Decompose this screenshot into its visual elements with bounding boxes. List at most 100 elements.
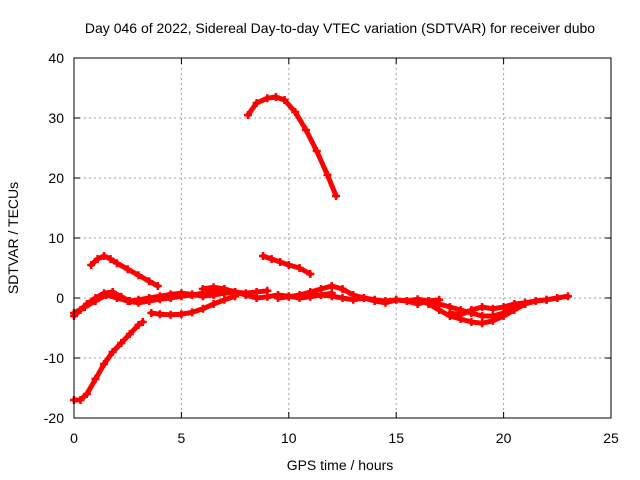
x-axis-label: GPS time / hours — [287, 457, 394, 473]
data-point — [312, 147, 321, 155]
series-arc-mid-lower-right — [445, 294, 562, 319]
data-point — [499, 312, 508, 320]
data-point — [106, 255, 115, 263]
data-point — [117, 339, 126, 347]
data-point — [153, 282, 162, 290]
data-point — [467, 318, 476, 326]
data-point — [306, 291, 315, 299]
data-point — [147, 309, 156, 317]
data-point — [284, 261, 293, 269]
x-tick-label: 10 — [281, 430, 297, 446]
data-point — [327, 292, 336, 301]
data-point — [338, 285, 347, 293]
data-point — [295, 264, 304, 272]
data-point — [301, 126, 310, 134]
data-point — [209, 283, 218, 292]
data-point — [478, 312, 487, 320]
series-arc-rising — [70, 318, 147, 404]
series-line — [245, 94, 339, 199]
data-point — [435, 306, 444, 314]
data-point — [564, 292, 573, 301]
data-point — [295, 291, 304, 299]
x-tick-label: 15 — [388, 430, 404, 446]
data-point — [134, 321, 143, 329]
data-point — [488, 304, 497, 313]
data-point — [392, 295, 401, 304]
data-point — [125, 330, 134, 338]
data-point — [553, 294, 562, 302]
data-point — [91, 297, 100, 305]
data-point — [332, 192, 341, 200]
data-point — [317, 291, 326, 299]
data-point — [145, 277, 154, 286]
data-point — [198, 304, 207, 313]
data-point — [177, 292, 186, 301]
data-point — [359, 294, 368, 302]
data-point — [271, 93, 280, 101]
y-tick-label: 30 — [48, 110, 64, 126]
data-point — [145, 297, 154, 305]
y-tick-label: 20 — [48, 170, 64, 186]
x-tick-label: 25 — [603, 430, 619, 446]
data-point — [241, 291, 250, 299]
data-point — [108, 348, 117, 356]
y-tick-label: 0 — [56, 290, 64, 306]
data-point — [91, 375, 100, 383]
data-point — [349, 295, 358, 304]
data-point — [243, 111, 252, 119]
y-tick-label: 10 — [48, 230, 64, 246]
y-tick-label: 40 — [48, 50, 64, 66]
series-arc-high — [243, 93, 341, 200]
data-point — [166, 294, 175, 302]
data-point — [100, 252, 109, 260]
data-point — [123, 297, 132, 305]
data-point — [306, 270, 315, 278]
data-point — [80, 303, 89, 311]
data-point — [327, 282, 336, 290]
data-point — [478, 303, 487, 311]
data-point — [280, 96, 289, 104]
data-point — [220, 285, 229, 293]
data-point — [231, 288, 240, 296]
x-tick-label: 5 — [178, 430, 186, 446]
data-point — [323, 171, 332, 179]
data-point — [499, 303, 508, 311]
data-point — [220, 295, 229, 304]
data-point — [267, 255, 276, 263]
data-point — [93, 255, 102, 263]
data-point — [259, 252, 268, 260]
series-arc-early-peak — [87, 252, 162, 290]
data-point — [402, 297, 411, 305]
data-point — [87, 261, 96, 269]
data-point — [521, 298, 530, 307]
data-point — [76, 396, 85, 404]
data-point — [112, 259, 121, 268]
data-point — [100, 360, 109, 368]
data-point — [166, 310, 175, 319]
data-point — [276, 258, 285, 266]
series-arc-low-right — [424, 300, 530, 328]
data-point — [424, 300, 433, 308]
data-point — [82, 390, 91, 398]
data-point — [134, 298, 143, 307]
y-axis-label: SDTVAR / TECUs — [5, 182, 21, 294]
x-tick-label: 20 — [496, 430, 512, 446]
data-point — [134, 271, 143, 280]
series-line — [425, 301, 528, 326]
data-point — [177, 310, 186, 319]
data-point — [478, 319, 487, 328]
data-point — [456, 310, 465, 319]
y-tick-label: -10 — [44, 350, 64, 366]
data-point — [155, 310, 164, 319]
data-point — [102, 291, 111, 299]
data-point — [155, 295, 164, 304]
data-point — [274, 294, 283, 302]
data-point — [467, 306, 476, 314]
data-point — [413, 295, 422, 304]
y-tick-label: -20 — [44, 410, 64, 426]
x-tick-label: 0 — [70, 430, 78, 446]
data-point — [112, 294, 121, 302]
data-point — [123, 265, 132, 274]
series-line — [71, 319, 146, 403]
data-point — [209, 300, 218, 308]
